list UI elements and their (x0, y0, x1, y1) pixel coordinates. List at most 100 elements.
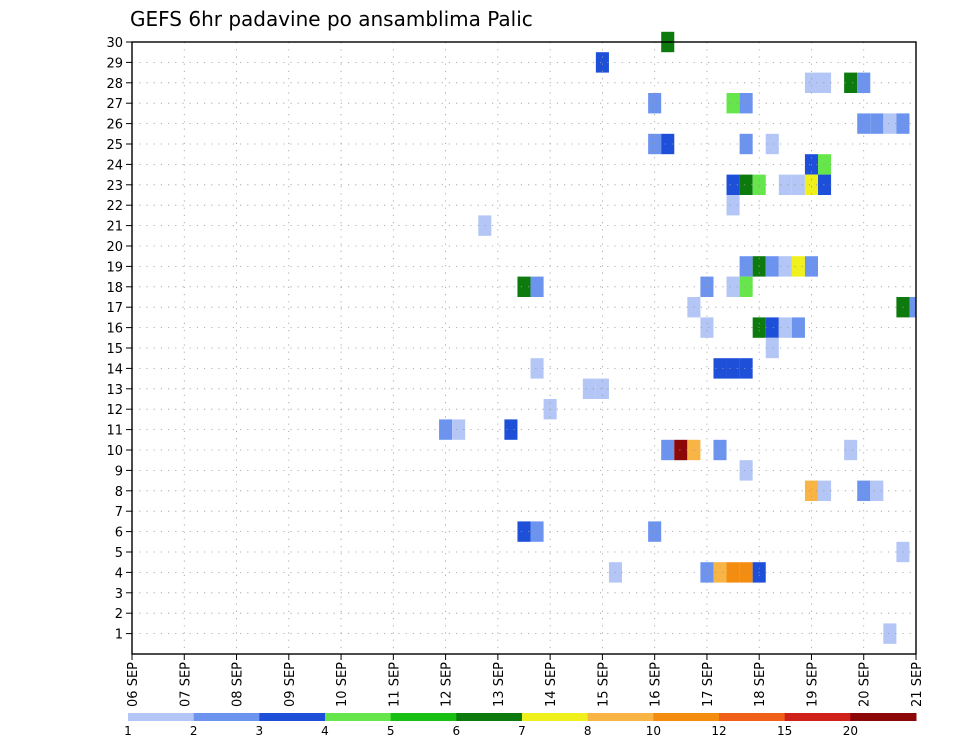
legend-label: 7 (518, 724, 526, 738)
heatmap-cell (765, 133, 779, 155)
heatmap-cell (870, 480, 884, 501)
grid-lines (132, 41, 916, 654)
heatmap-cell (804, 480, 818, 501)
legend-swatch (587, 713, 654, 721)
y-tick-label: 28 (106, 77, 123, 92)
heatmap-cell (726, 174, 740, 195)
heatmap-cell (739, 93, 753, 114)
legend-label: 1 (124, 724, 132, 738)
heatmap-cell (452, 419, 466, 440)
heatmap-cell (700, 562, 714, 583)
y-axis: 1234567891011121314151617181920212223242… (106, 36, 132, 643)
heatmap-cell (739, 358, 753, 379)
y-tick-label: 27 (106, 97, 123, 112)
y-tick-label: 24 (106, 158, 123, 173)
heatmap-cell (726, 358, 740, 379)
legend-swatch (456, 713, 523, 721)
heatmap-cell (857, 72, 871, 93)
heatmap-cell (713, 358, 727, 379)
x-tick-label: 19 SEP (805, 662, 820, 707)
y-tick-label: 14 (106, 362, 123, 377)
heatmap-cell (804, 256, 818, 277)
y-tick-label: 13 (106, 383, 123, 398)
y-tick-label: 15 (106, 342, 123, 357)
legend-label: 3 (256, 724, 264, 738)
heatmap-cell (778, 256, 792, 277)
heatmap-cell (883, 623, 897, 644)
heatmap-cell (661, 133, 675, 155)
color-legend: 1 2 3 4 5 6 7 8 10 12 15 20 (124, 713, 917, 738)
x-tick-label: 08 SEP (231, 662, 246, 707)
y-tick-label: 5 (115, 546, 123, 561)
heatmap-cell (713, 439, 727, 461)
heatmap-cell (739, 174, 753, 195)
heatmap-cell (791, 256, 805, 277)
heatmap-cell (804, 174, 818, 195)
x-tick-label: 07 SEP (178, 662, 193, 707)
x-tick-label: 14 SEP (544, 662, 559, 707)
legend-swatch (719, 713, 786, 721)
heatmap-cell (857, 480, 871, 501)
heatmap-cell (739, 276, 753, 297)
x-axis: 06 SEP 07 SEP 08 SEP 09 SEP 10 SEP 11 SEP 12 S… (126, 654, 925, 707)
heatmap-cell (765, 337, 779, 359)
heatmap-cell (791, 174, 805, 195)
legend-swatch (390, 713, 457, 721)
legend-label: 10 (646, 724, 661, 738)
heatmap-cell (844, 439, 858, 461)
heatmap-cell (739, 256, 753, 277)
y-tick-label: 1 (115, 628, 123, 643)
heatmap-cell (530, 276, 544, 297)
heatmap-cell (726, 93, 740, 114)
x-tick-label: 12 SEP (440, 662, 455, 707)
x-tick-label: 09 SEP (283, 662, 298, 707)
legend-swatch (259, 713, 326, 721)
heatmap-cell (700, 317, 714, 338)
heatmap-cell (726, 276, 740, 297)
heatmap-cell (726, 195, 740, 216)
heatmap-cell (765, 317, 779, 338)
legend-swatch (193, 713, 260, 721)
x-tick-label: 17 SEP (701, 662, 716, 707)
y-tick-label: 2 (115, 607, 123, 622)
y-tick-label: 25 (106, 138, 123, 153)
y-tick-label: 17 (106, 301, 123, 316)
legend-swatch (850, 713, 917, 721)
heatmap-cell (517, 276, 531, 297)
heatmap-cell (739, 562, 753, 583)
legend-swatch (653, 713, 720, 721)
legend-label: 2 (190, 724, 198, 738)
heatmap-cell (909, 297, 916, 318)
heatmap-cell (504, 419, 518, 440)
heatmap-cell (674, 439, 688, 461)
y-tick-label: 29 (106, 56, 123, 71)
y-tick-label: 9 (115, 464, 123, 479)
legend-swatch (522, 713, 589, 721)
heatmap-cell (818, 72, 832, 93)
heatmap-cell (530, 521, 544, 542)
heatmap-cell (739, 460, 753, 481)
plot-frame (131, 41, 917, 655)
heatmap-cell (844, 72, 858, 93)
heatmap-cell (595, 52, 609, 73)
heatmap-cell (818, 480, 832, 501)
heatmap-cell (804, 72, 818, 93)
x-tick-label: 16 SEP (649, 662, 664, 707)
legend-label: 15 (777, 724, 792, 738)
legend-swatch (128, 713, 195, 721)
legend-label: 20 (843, 724, 858, 738)
y-tick-label: 23 (106, 179, 123, 194)
heatmap-cell (778, 174, 792, 195)
heatmap-cell (818, 174, 832, 195)
x-tick-label: 13 SEP (492, 662, 507, 707)
chart-title: GEFS 6hr padavine po ansamblima Palic (130, 7, 533, 31)
y-tick-label: 26 (106, 118, 123, 133)
heatmap-cell (648, 93, 662, 114)
y-tick-label: 7 (115, 505, 123, 520)
legend-swatch (325, 713, 392, 721)
heatmap-cell (870, 113, 884, 134)
legend-swatch (784, 713, 851, 721)
heatmap-cell (818, 154, 832, 175)
y-tick-label: 8 (115, 485, 123, 500)
